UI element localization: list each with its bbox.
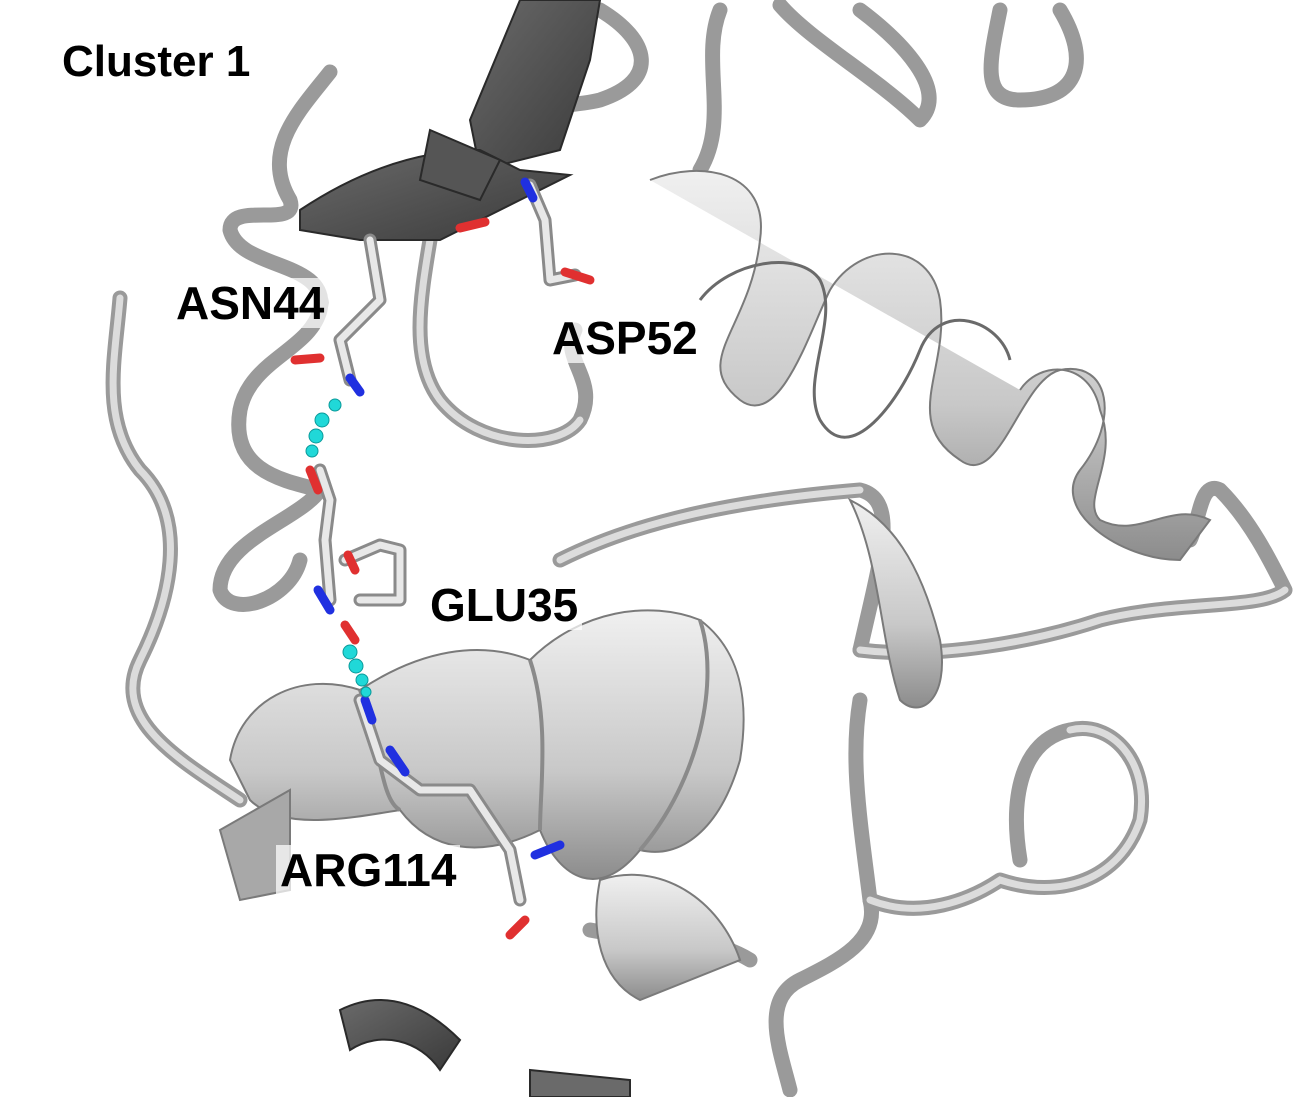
residue-label-asp52: ASP52 [548,313,702,363]
residue-label-arg114: ARG114 [276,845,461,895]
figure-title: Cluster 1 [62,37,251,86]
residue-label-asn44: ASN44 [172,278,329,328]
hydrogen-bonds [305,398,372,698]
side-chain-sticks [290,177,595,940]
beta-sheet [299,0,631,1097]
residue-label-glu35: GLU35 [426,580,583,630]
helix-upper-right [649,169,1212,562]
